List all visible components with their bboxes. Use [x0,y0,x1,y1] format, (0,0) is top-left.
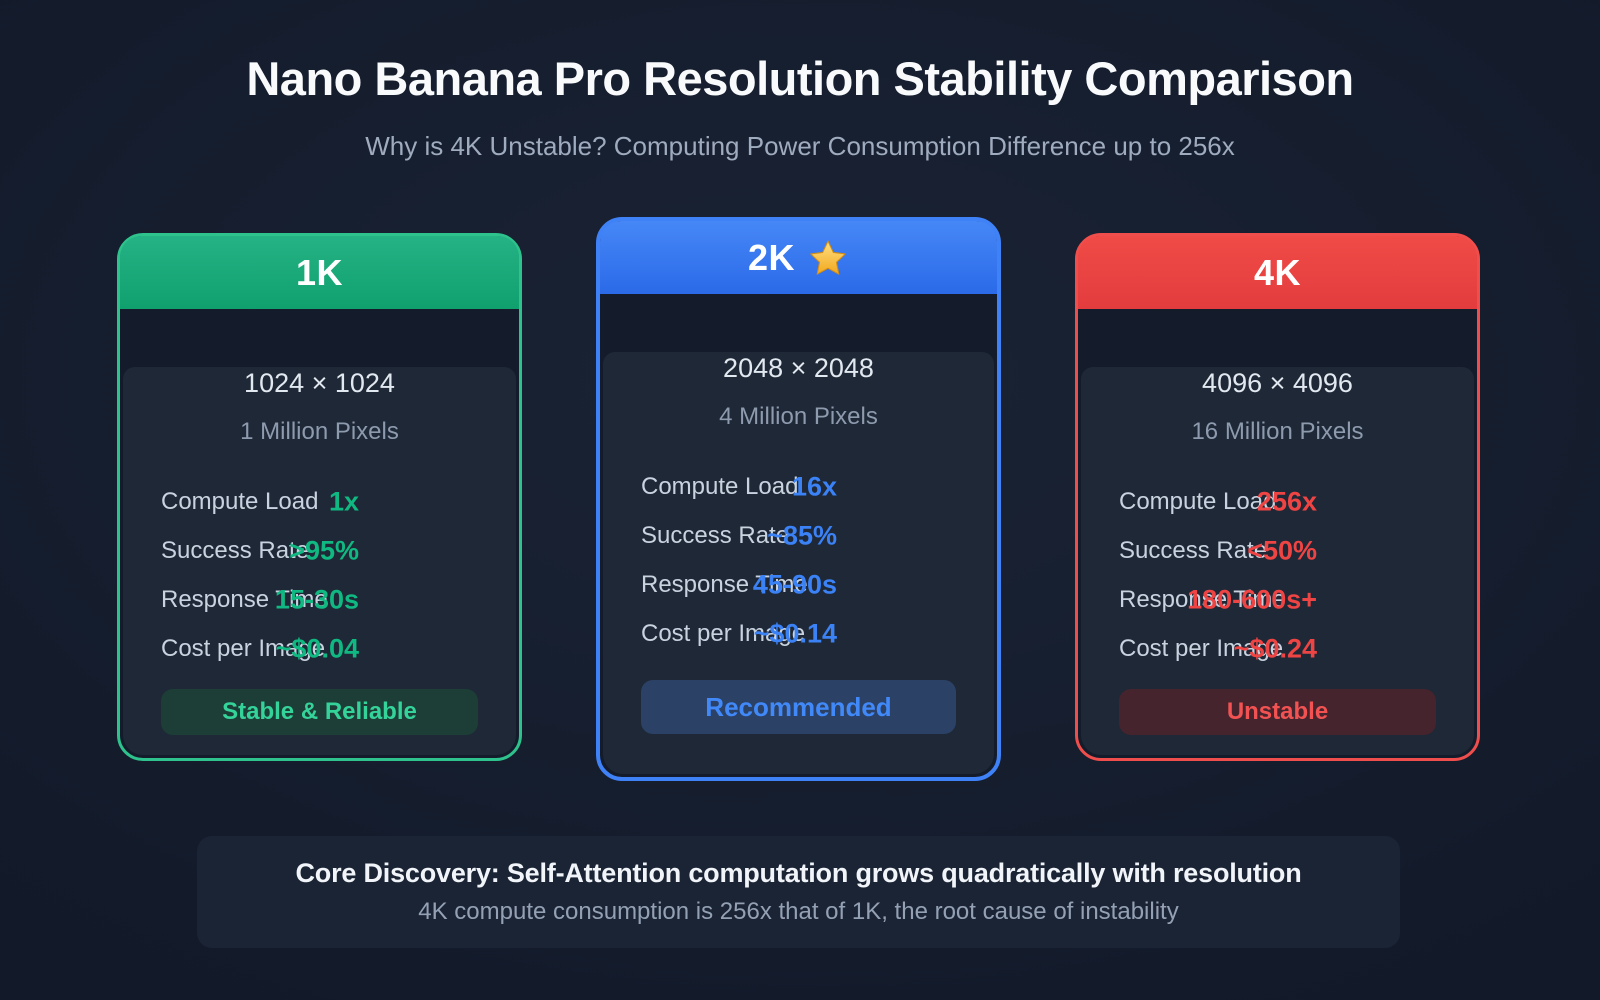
stat-label: Response Time [1119,585,1286,613]
stat-row-success-rate: Success Rate <50% [1119,526,1436,575]
stat-row-cost-per-image: Cost per Image ~$0.04 [161,624,478,673]
stat-value: 256x [1256,486,1317,516]
star-icon [807,238,849,280]
card-1k-title: 1K [295,251,344,293]
stat-value: 15-30s [274,584,359,614]
pixel-count-text: 4 Million Pixels [719,403,878,430]
card-1k-header: 1K [120,236,519,309]
stat-row-success-rate: Success Rate >95% [161,526,478,575]
stat-row-response-time: Response Time 45-90s [641,560,956,609]
stats-list: Compute Load 256x Success Rate <50% Resp… [1119,477,1436,673]
pixel-count-text: 16 Million Pixels [1191,418,1364,445]
page-title: Nano Banana Pro Resolution Stability Com… [246,52,1354,105]
stat-row-compute-load: Compute Load 1x [161,477,478,526]
card-2k-title: 2K [747,236,796,278]
card-4k-title: 4K [1253,251,1302,293]
stat-label: Response Time [161,585,328,613]
stat-label: Success Rate [641,521,790,549]
card-4k-header: 4K [1078,236,1477,309]
card-4k: 4K 4096 × 4096 16 Million Pixels Compute… [1075,233,1480,761]
stat-value: 16x [791,471,837,501]
card-2k-header: 2K [600,221,997,294]
status-badge-stable: Stable & Reliable [161,689,478,735]
resolution-text: 1024 × 1024 [244,368,395,398]
stat-row-response-time: Response Time 180-600s+ [1119,575,1436,624]
pixel-count-text: 1 Million Pixels [240,418,399,445]
stat-row-cost-per-image: Cost per Image ~$0.24 [1119,624,1436,673]
stat-row-response-time: Response Time 15-30s [161,575,478,624]
stat-row-success-rate: Success Rate ~85% [641,511,956,560]
stat-label: Cost per Image [641,619,806,647]
stat-value: ~$0.04 [275,633,359,663]
stat-row-compute-load: Compute Load 16x [641,462,956,511]
resolution-text: 2048 × 2048 [723,353,874,383]
stat-label: Cost per Image [161,634,326,662]
core-discovery-title: Core Discovery: Self-Attention computati… [295,858,1302,888]
stat-value: ~85% [767,520,837,550]
stat-label: Compute Load [161,487,319,515]
core-discovery-subtitle: 4K compute consumption is 256x that of 1… [418,898,1179,925]
core-discovery-box: Core Discovery: Self-Attention computati… [197,836,1400,948]
stat-row-compute-load: Compute Load 256x [1119,477,1436,526]
card-1k: 1K 1024 × 1024 1 Million Pixels Compute … [117,233,522,761]
card-4k-body: 4096 × 4096 16 Million Pixels Compute Lo… [1081,367,1474,755]
status-badge-recommended: Recommended [641,680,956,734]
stat-row-cost-per-image: Cost per Image ~$0.14 [641,609,956,658]
card-2k-body: 2048 × 2048 4 Million Pixels Compute Loa… [603,352,994,774]
stat-value: >95% [289,535,359,565]
stat-value: 1x [328,486,359,516]
status-badge-unstable: Unstable [1119,689,1436,735]
stat-value: 180-600s+ [1187,584,1317,614]
card-2k: 2K 2048 × 2048 4 Million Pixels [596,217,1001,781]
card-1k-body: 1024 × 1024 1 Million Pixels Compute Loa… [123,367,516,755]
stat-label: Success Rate [161,536,310,564]
stat-label: Response Time [641,570,808,598]
stats-list: Compute Load 16x Success Rate ~85% Respo… [641,462,956,658]
stat-value: ~$0.14 [753,618,837,648]
resolution-text: 4096 × 4096 [1202,368,1353,398]
stat-label: Success Rate [1119,536,1268,564]
stats-list: Compute Load 1x Success Rate >95% Respon… [161,477,478,673]
page-subtitle: Why is 4K Unstable? Computing Power Cons… [365,131,1235,161]
stat-value: 45-90s [752,569,837,599]
stat-label: Cost per Image [1119,634,1284,662]
stat-label: Compute Load [1119,487,1277,515]
stat-value: <50% [1247,535,1317,565]
stat-value: ~$0.24 [1233,633,1317,663]
stat-label: Compute Load [641,472,799,500]
